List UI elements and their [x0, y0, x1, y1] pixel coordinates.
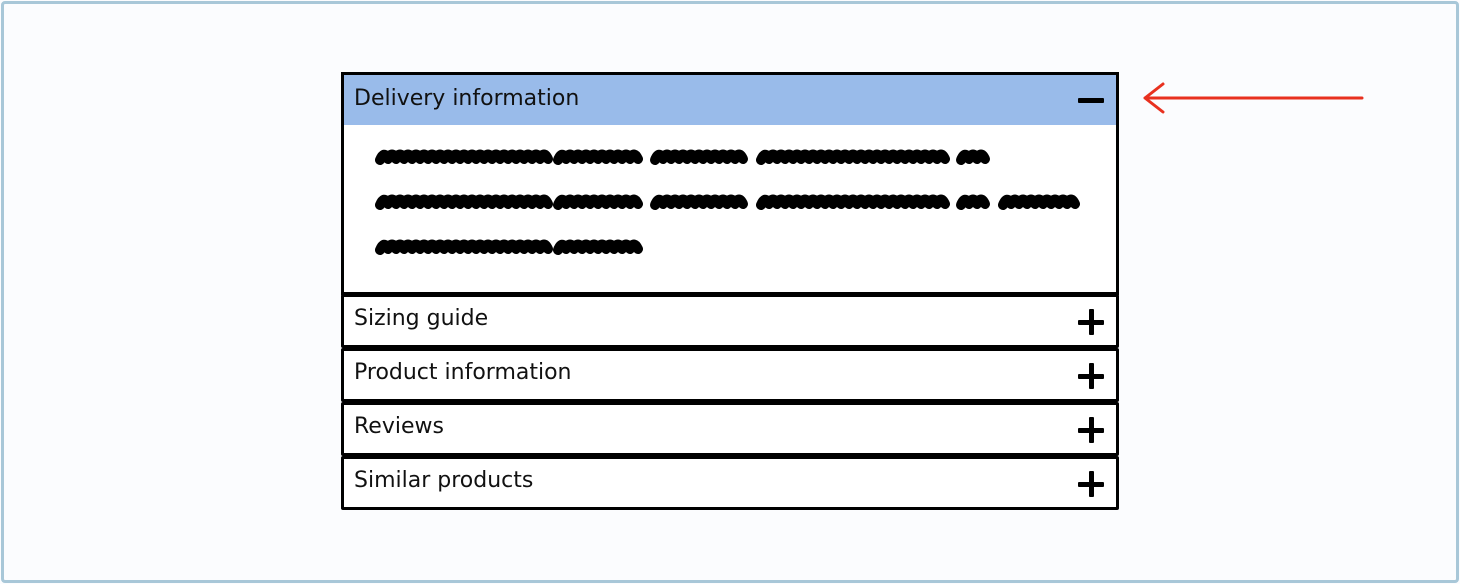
scribble-word	[375, 239, 553, 255]
scribble-word	[956, 149, 990, 165]
accordion-header-label: Delivery information	[354, 86, 580, 111]
scribble-word	[650, 194, 748, 210]
scribble-word	[375, 194, 553, 210]
accordion-item-label: Sizing guide	[354, 306, 489, 331]
accordion-panel-content	[341, 125, 1119, 295]
accordion-item-product-information[interactable]: Product information	[341, 348, 1119, 402]
scribble-word	[553, 239, 643, 255]
accordion-item-label: Product information	[354, 360, 572, 385]
accordion-item-sizing-guide[interactable]: Sizing guide	[341, 294, 1119, 348]
arrow-left-icon	[1143, 82, 1364, 114]
scribble-word	[956, 194, 990, 210]
scribble-word	[553, 149, 643, 165]
scribble-word	[650, 149, 748, 165]
accordion-item-similar-products[interactable]: Similar products	[341, 456, 1119, 510]
plus-icon[interactable]	[1078, 417, 1104, 443]
plus-icon[interactable]	[1078, 309, 1104, 335]
accordion-header-delivery-information[interactable]: Delivery information	[341, 72, 1119, 130]
accordion-item-label: Similar products	[354, 468, 534, 493]
scribble-word	[998, 194, 1080, 210]
plus-icon[interactable]	[1078, 363, 1104, 389]
accordion-item-reviews[interactable]: Reviews	[341, 402, 1119, 456]
minus-icon[interactable]	[1078, 87, 1104, 113]
placeholder-text-scribble	[375, 149, 1080, 255]
plus-icon[interactable]	[1078, 471, 1104, 497]
accordion-item-label: Reviews	[354, 414, 444, 439]
scribble-word	[375, 149, 553, 165]
scribble-word	[756, 149, 950, 165]
scribble-word	[553, 194, 643, 210]
scribble-word	[756, 194, 950, 210]
